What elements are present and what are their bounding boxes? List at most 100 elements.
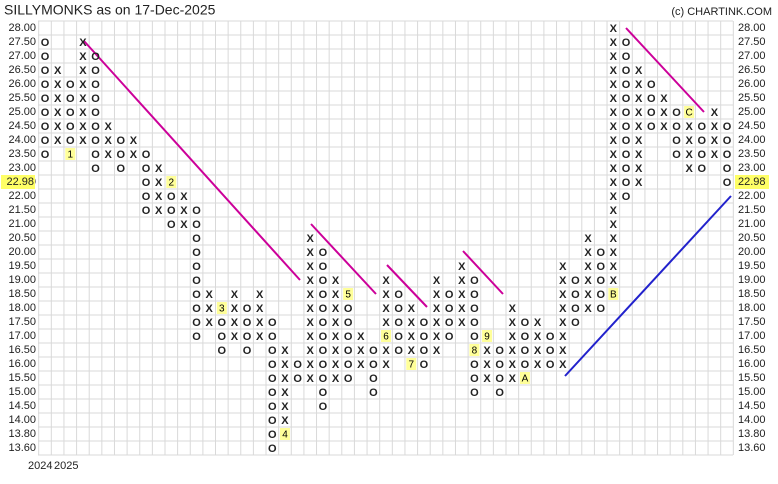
y-tick-label: 14.00 [8, 414, 36, 426]
o-box: O [647, 79, 656, 91]
x-box: X [610, 261, 618, 273]
o-box: O [319, 303, 328, 315]
o-box: O [420, 331, 429, 343]
o-box: O [91, 79, 100, 91]
y-tick-label: 13.60 [8, 442, 36, 454]
o-box: O [369, 387, 378, 399]
o-box: O [495, 359, 504, 371]
x-box: X [584, 289, 592, 301]
y-tick-label-right: 27.50 [738, 36, 766, 48]
o-box: O [622, 37, 631, 49]
x-box: X [256, 289, 264, 301]
o-box: O [495, 373, 504, 385]
o-box: O [268, 345, 277, 357]
y-tick-label-right: 21.50 [738, 204, 766, 216]
x-box: X [382, 359, 390, 371]
x-box: X [534, 345, 542, 357]
o-box: O [521, 359, 530, 371]
month-marker: 2 [169, 178, 175, 189]
x-box: X [281, 387, 289, 399]
last-price-box [1, 175, 35, 189]
x-box: X [54, 121, 62, 133]
o-box: O [192, 247, 201, 259]
x-box: X [307, 247, 315, 259]
x-box: X [382, 317, 390, 329]
month-marker: A [522, 374, 529, 385]
y-tick-label: 24.50 [8, 120, 36, 132]
o-box: O [319, 345, 328, 357]
o-box: O [470, 303, 479, 315]
x-box: X [332, 373, 340, 385]
x-box: X [206, 303, 214, 315]
x-box: X [660, 93, 668, 105]
month-marker-box [406, 358, 417, 370]
o-box: O [672, 135, 681, 147]
o-box: O [293, 373, 302, 385]
last-price-label-right: 22.98 [738, 176, 766, 188]
month-marker-box [608, 288, 619, 300]
x-box: X [307, 331, 315, 343]
x-box: X [206, 289, 214, 301]
o-box: O [470, 331, 479, 343]
o-box: O [394, 317, 403, 329]
x-box: X [382, 345, 390, 357]
o-box: O [319, 261, 328, 273]
o-box: O [243, 317, 252, 329]
month-marker: 5 [345, 290, 351, 301]
o-box: O [66, 93, 75, 105]
x-box: X [610, 205, 618, 217]
x-box: X [534, 317, 542, 329]
x-box: X [610, 65, 618, 77]
o-box: O [672, 107, 681, 119]
o-box: O [192, 289, 201, 301]
y-tick-label: 15.50 [8, 372, 36, 384]
month-marker-box [381, 330, 392, 342]
x-box: X [307, 317, 315, 329]
x-box: X [610, 149, 618, 161]
y-tick-label-right: 16.00 [738, 358, 766, 370]
o-box: O [91, 149, 100, 161]
y-tick-label-right: 28.00 [738, 22, 766, 34]
o-box: O [622, 51, 631, 63]
o-box: O [66, 79, 75, 91]
o-box: O [369, 373, 378, 385]
o-box: O [116, 135, 125, 147]
month-marker: 4 [282, 430, 288, 441]
y-tick-label: 21.50 [8, 204, 36, 216]
x-box: X [130, 149, 138, 161]
o-box: O [91, 121, 100, 133]
o-box: O [142, 149, 151, 161]
x-box: X [332, 317, 340, 329]
x-box: X [256, 303, 264, 315]
y-tick-label: 28.00 [8, 22, 36, 34]
x-box: X [711, 135, 719, 147]
o-box: O [470, 317, 479, 329]
x-box: X [509, 317, 517, 329]
o-box: O [192, 261, 201, 273]
o-box: O [142, 191, 151, 203]
x-box: X [711, 149, 719, 161]
y-tick-label-right: 13.60 [738, 442, 766, 454]
x-box: X [685, 163, 693, 175]
x-box: X [180, 191, 188, 203]
y-tick-label: 27.50 [8, 36, 36, 48]
x-box: X [610, 37, 618, 49]
x-box: X [332, 345, 340, 357]
x-box: X [610, 107, 618, 119]
x-box: X [281, 415, 289, 427]
o-box: O [697, 163, 706, 175]
o-box: O [91, 93, 100, 105]
x-box: X [79, 51, 87, 63]
y-tick-label: 26.00 [8, 78, 36, 90]
o-box: O [268, 401, 277, 413]
o-box: O [697, 149, 706, 161]
x-box: X [584, 247, 592, 259]
x-box: X [79, 135, 87, 147]
o-box: O [571, 317, 580, 329]
x-box: X [635, 79, 643, 91]
o-box: O [192, 205, 201, 217]
x-box: X [559, 317, 567, 329]
month-marker: 3 [219, 304, 225, 315]
